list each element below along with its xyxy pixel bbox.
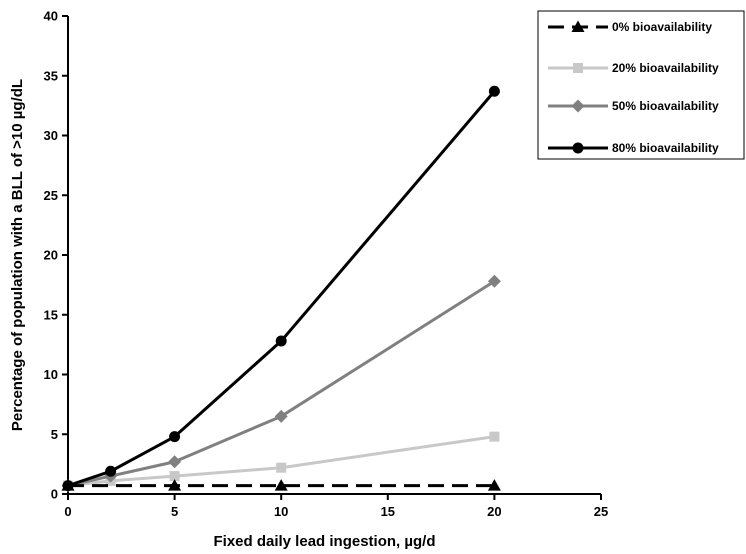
legend-label: 0% bioavailability bbox=[612, 20, 712, 34]
y-tick-label: 5 bbox=[51, 427, 58, 442]
legend-entry: 0% bioavailability bbox=[548, 20, 712, 34]
data-point bbox=[275, 335, 287, 347]
x-axis-title: Fixed daily lead ingestion, µg/d bbox=[213, 533, 435, 550]
y-tick-label: 0 bbox=[51, 487, 58, 502]
x-tick-label: 25 bbox=[594, 504, 608, 519]
legend-swatch-marker bbox=[572, 142, 584, 154]
y-tick-label: 25 bbox=[44, 188, 58, 203]
ticks: 0 5 10 15 20 25 30 35 40 0 5 10 15 20 25 bbox=[44, 9, 609, 520]
x-tick-label: 15 bbox=[381, 504, 395, 519]
data-point bbox=[276, 462, 287, 473]
series-line bbox=[67, 280, 496, 488]
data-point bbox=[105, 465, 117, 477]
legend-label: 80% bioavailability bbox=[612, 141, 719, 155]
data-point bbox=[168, 479, 182, 491]
y-axis-title: Percentage of population with a BLL of >… bbox=[9, 79, 26, 431]
legend-entry: 80% bioavailability bbox=[548, 141, 719, 155]
data-point bbox=[487, 274, 501, 288]
x-tick-label: 0 bbox=[64, 504, 71, 519]
series-layer bbox=[61, 85, 501, 493]
data-point bbox=[169, 431, 181, 443]
y-tick-label: 35 bbox=[44, 68, 58, 83]
axes bbox=[67, 16, 601, 495]
y-tick-label: 40 bbox=[44, 9, 58, 24]
data-point bbox=[274, 479, 288, 491]
legend-label: 20% bioavailability bbox=[612, 61, 719, 75]
series-diamond bbox=[61, 274, 501, 493]
y-tick-label: 20 bbox=[44, 248, 58, 263]
series-line bbox=[67, 90, 496, 488]
legend-label: 50% bioavailability bbox=[612, 99, 719, 113]
data-point bbox=[488, 85, 500, 97]
legend-box bbox=[537, 10, 745, 160]
data-point bbox=[274, 409, 288, 423]
y-tick-label: 10 bbox=[44, 367, 58, 382]
data-point bbox=[169, 471, 180, 482]
legend-swatch-marker bbox=[571, 20, 585, 32]
data-point bbox=[62, 480, 74, 492]
legend-entry: 20% bioavailability bbox=[548, 61, 719, 75]
data-point bbox=[489, 431, 500, 442]
legend: 0% bioavailability 20% bioavailability 50%… bbox=[537, 10, 745, 160]
data-point bbox=[168, 455, 182, 469]
x-tick-label: 5 bbox=[171, 504, 178, 519]
series-circle bbox=[62, 85, 500, 492]
data-point bbox=[487, 479, 501, 491]
x-tick-label: 10 bbox=[274, 504, 288, 519]
legend-swatch-marker bbox=[571, 99, 585, 113]
legend-swatch-marker bbox=[573, 63, 583, 73]
y-tick-label: 15 bbox=[44, 307, 58, 322]
y-tick-label: 30 bbox=[44, 128, 58, 143]
legend-entry: 50% bioavailability bbox=[548, 99, 719, 113]
x-tick-label: 20 bbox=[487, 504, 501, 519]
